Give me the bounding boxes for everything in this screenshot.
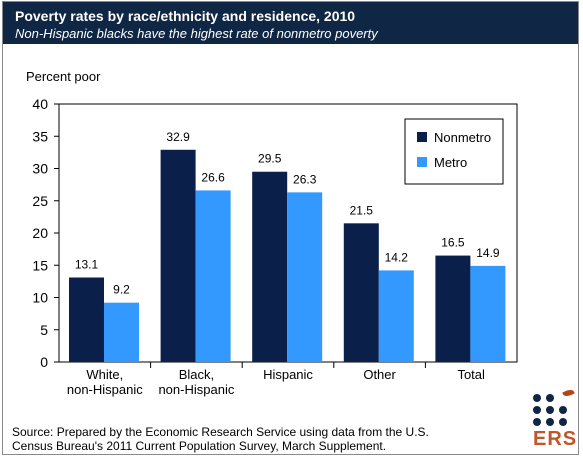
- y-tick-label: 30: [32, 161, 48, 177]
- legend: [404, 118, 504, 185]
- x-category-label: Other: [363, 367, 396, 382]
- bar-metro: [378, 270, 414, 362]
- source-line-1: Source: Prepared by the Economic Researc…: [12, 425, 429, 439]
- logo-dot: [533, 406, 541, 414]
- logo-dot: [546, 418, 554, 426]
- y-tick-label: 35: [32, 128, 48, 144]
- data-label: 14.2: [385, 250, 409, 264]
- x-category-label: Hispanic: [263, 367, 313, 382]
- x-category-label: Black,: [179, 367, 214, 382]
- ers-logo-icon: ERS: [527, 384, 579, 454]
- bar-metro: [470, 265, 506, 362]
- data-label: 26.6: [201, 170, 225, 184]
- logo-dot: [559, 418, 567, 426]
- bar-metro: [104, 302, 139, 362]
- data-label: 26.3: [293, 172, 317, 186]
- data-label: 16.5: [441, 236, 465, 250]
- data-label: 14.9: [476, 246, 500, 260]
- data-label: 29.5: [258, 152, 282, 166]
- source-note: Source: Prepared by the Economic Researc…: [12, 425, 512, 453]
- y-tick-label: 10: [32, 290, 48, 306]
- bar-metro: [195, 190, 231, 362]
- bar-metro: [287, 192, 323, 362]
- legend-label-metro: Metro: [434, 155, 467, 170]
- chart-title: Poverty rates by race/ethnicity and resi…: [15, 8, 356, 24]
- leaf-icon: [562, 387, 575, 399]
- y-tick-label: 40: [32, 96, 48, 112]
- data-label: 32.9: [166, 130, 190, 144]
- logo-dot: [533, 394, 541, 402]
- y-tick-label: 20: [32, 225, 48, 241]
- bar-nonmetro: [69, 277, 104, 362]
- chart-subtitle: Non-Hispanic blacks have the highest rat…: [15, 26, 378, 41]
- x-category-label: non-Hispanic: [158, 382, 234, 397]
- legend-swatch-nonmetro: [417, 132, 427, 142]
- bar-nonmetro: [160, 149, 196, 362]
- logo-dot: [533, 418, 541, 426]
- y-tick-label: 15: [32, 257, 48, 273]
- x-category-label: Total: [457, 367, 485, 382]
- bar-nonmetro: [343, 223, 379, 362]
- bar-nonmetro: [252, 171, 288, 362]
- y-tick-label: 0: [40, 354, 48, 370]
- data-label: 9.2: [113, 283, 130, 297]
- logo-dot: [546, 406, 554, 414]
- data-label: 21.5: [350, 203, 374, 217]
- chart-header: Poverty rates by race/ethnicity and resi…: [3, 2, 578, 44]
- x-category-label: non-Hispanic: [67, 382, 143, 397]
- y-tick-label: 5: [40, 322, 48, 338]
- logo-text: ERS: [533, 428, 578, 450]
- logo-dot: [559, 406, 567, 414]
- legend-label-nonmetro: Nonmetro: [434, 130, 491, 145]
- y-tick-label: 25: [32, 193, 48, 209]
- x-category-label: White,: [86, 367, 123, 382]
- y-axis-label: Percent poor: [26, 69, 101, 84]
- data-label: 13.1: [75, 258, 99, 272]
- bar-nonmetro: [435, 255, 471, 362]
- source-line-2: Census Bureau's 2011 Current Population …: [12, 439, 387, 453]
- logo-dot: [546, 394, 554, 402]
- legend-swatch-metro: [417, 157, 427, 167]
